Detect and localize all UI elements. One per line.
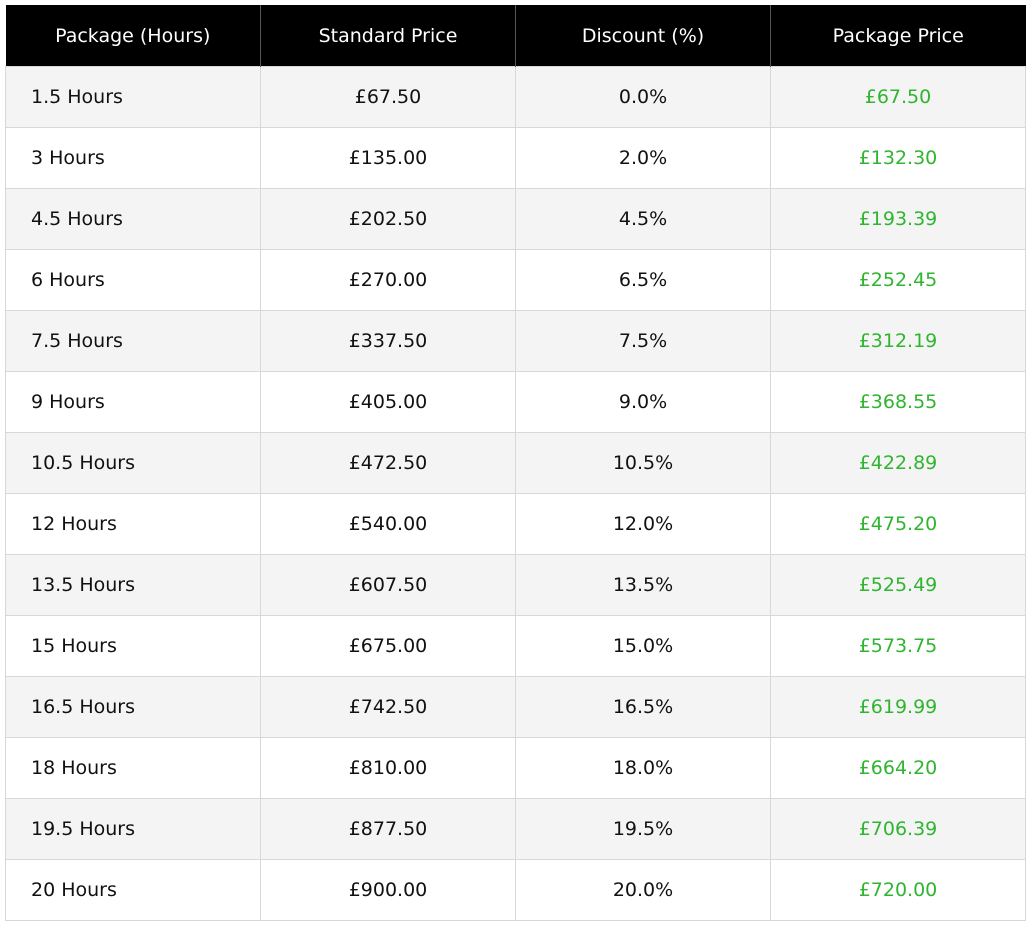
table-row: 3 Hours £135.00 2.0% £132.30 xyxy=(5,127,1026,189)
table-header: Package (Hours) Standard Price Discount (%… xyxy=(5,5,1026,67)
table-row: 12 Hours £540.00 12.0% £475.20 xyxy=(5,493,1026,555)
table-row: 13.5 Hours £607.50 13.5% £525.49 xyxy=(5,554,1026,616)
table-cell: 3 Hours xyxy=(5,127,261,189)
table-row: 4.5 Hours £202.50 4.5% £193.39 xyxy=(5,188,1026,250)
table-cell: 12.0% xyxy=(515,493,771,555)
table-row: 18 Hours £810.00 18.0% £664.20 xyxy=(5,737,1026,799)
table-cell: 6.5% xyxy=(515,249,771,311)
table-row: 16.5 Hours £742.50 16.5% £619.99 xyxy=(5,676,1026,738)
table-cell: 4.5 Hours xyxy=(5,188,261,250)
table-cell: 2.0% xyxy=(515,127,771,189)
table-cell: £135.00 xyxy=(260,127,516,189)
package-price-cell: £525.49 xyxy=(770,554,1026,616)
header-row: Package (Hours) Standard Price Discount (%… xyxy=(5,5,1026,67)
table-cell: 6 Hours xyxy=(5,249,261,311)
table-cell: £405.00 xyxy=(260,371,516,433)
table-cell: £202.50 xyxy=(260,188,516,250)
table-cell: 13.5 Hours xyxy=(5,554,261,616)
price-table: Package (Hours) Standard Price Discount (%… xyxy=(5,5,1026,921)
package-price-cell: £193.39 xyxy=(770,188,1026,250)
table-cell: 16.5% xyxy=(515,676,771,738)
package-price-cell: £706.39 xyxy=(770,798,1026,860)
table-row: 7.5 Hours £337.50 7.5% £312.19 xyxy=(5,310,1026,372)
package-price-cell: £475.20 xyxy=(770,493,1026,555)
table-cell: 1.5 Hours xyxy=(5,66,261,128)
package-price-cell: £422.89 xyxy=(770,432,1026,494)
package-price-cell: £664.20 xyxy=(770,737,1026,799)
table-cell: £675.00 xyxy=(260,615,516,677)
table-cell: £742.50 xyxy=(260,676,516,738)
table-cell: 20 Hours xyxy=(5,859,261,921)
table-cell: 19.5% xyxy=(515,798,771,860)
package-price-cell: £132.30 xyxy=(770,127,1026,189)
package-price-cell: £368.55 xyxy=(770,371,1026,433)
table-cell: 16.5 Hours xyxy=(5,676,261,738)
table-cell: 0.0% xyxy=(515,66,771,128)
table-cell: 7.5 Hours xyxy=(5,310,261,372)
table-row: 19.5 Hours £877.50 19.5% £706.39 xyxy=(5,798,1026,860)
table-cell: £900.00 xyxy=(260,859,516,921)
table-cell: 13.5% xyxy=(515,554,771,616)
table-cell: £810.00 xyxy=(260,737,516,799)
header-cell: Standard Price xyxy=(260,5,516,67)
table-cell: 7.5% xyxy=(515,310,771,372)
package-price-cell: £252.45 xyxy=(770,249,1026,311)
table-row: 1.5 Hours £67.50 0.0% £67.50 xyxy=(5,66,1026,128)
table-row: 15 Hours £675.00 15.0% £573.75 xyxy=(5,615,1026,677)
table-cell: 20.0% xyxy=(515,859,771,921)
table-cell: 9 Hours xyxy=(5,371,261,433)
table-cell: 10.5% xyxy=(515,432,771,494)
package-price-cell: £573.75 xyxy=(770,615,1026,677)
table-cell: 12 Hours xyxy=(5,493,261,555)
table-cell: 10.5 Hours xyxy=(5,432,261,494)
table-cell: 18 Hours xyxy=(5,737,261,799)
table-cell: 15 Hours xyxy=(5,615,261,677)
package-price-cell: £67.50 xyxy=(770,66,1026,128)
table-row: 10.5 Hours £472.50 10.5% £422.89 xyxy=(5,432,1026,494)
table-cell: 15.0% xyxy=(515,615,771,677)
table-cell: £877.50 xyxy=(260,798,516,860)
package-price-cell: £720.00 xyxy=(770,859,1026,921)
table-row: 9 Hours £405.00 9.0% £368.55 xyxy=(5,371,1026,433)
table-body: 1.5 Hours £67.50 0.0% £67.50 3 Hours £135.00 2… xyxy=(5,66,1026,921)
table-row: 20 Hours £900.00 20.0% £720.00 xyxy=(5,859,1026,921)
header-cell: Package Price xyxy=(770,5,1026,67)
package-price-cell: £312.19 xyxy=(770,310,1026,372)
table-cell: £472.50 xyxy=(260,432,516,494)
table-cell: £337.50 xyxy=(260,310,516,372)
header-cell: Package (Hours) xyxy=(5,5,261,67)
table-cell: 9.0% xyxy=(515,371,771,433)
table-row: 6 Hours £270.00 6.5% £252.45 xyxy=(5,249,1026,311)
table-cell: 18.0% xyxy=(515,737,771,799)
table-cell: £540.00 xyxy=(260,493,516,555)
table-cell: £270.00 xyxy=(260,249,516,311)
table-cell: 19.5 Hours xyxy=(5,798,261,860)
table-cell: £607.50 xyxy=(260,554,516,616)
table-cell: 4.5% xyxy=(515,188,771,250)
header-cell: Discount (%) xyxy=(515,5,771,67)
package-price-cell: £619.99 xyxy=(770,676,1026,738)
table-cell: £67.50 xyxy=(260,66,516,128)
